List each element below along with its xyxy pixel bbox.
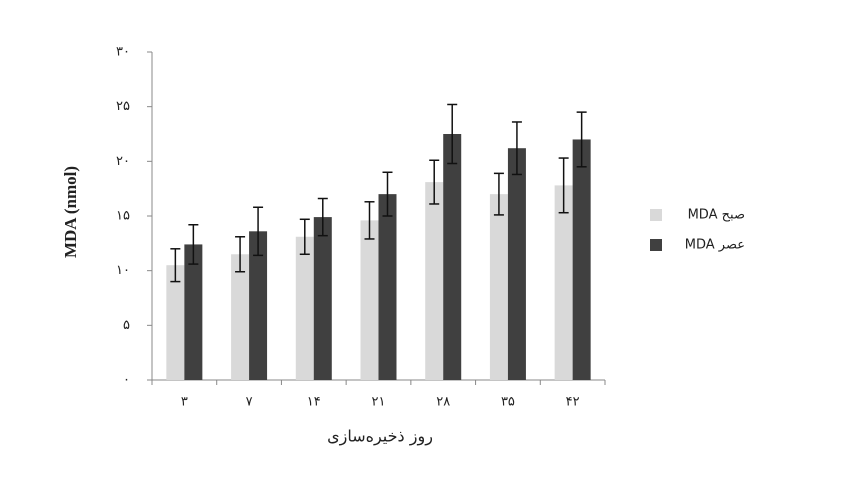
bar — [489, 194, 508, 380]
bar — [184, 244, 203, 380]
bar — [554, 185, 573, 380]
error-bar — [188, 223, 199, 265]
y-tick-label: ۲۰ — [116, 154, 130, 169]
y-tick-label: ۱۵ — [116, 209, 130, 224]
legend-label: صبح MDA — [688, 208, 745, 223]
bar — [572, 139, 591, 380]
x-axis-label: روز ذخیره‌سازی — [327, 427, 433, 447]
bar — [378, 194, 397, 380]
y-tick-label: ۳۰ — [116, 45, 130, 60]
y-tick-label: ۱۰ — [116, 263, 130, 278]
y-tick-label: ۲۵ — [116, 99, 130, 114]
error-bar — [235, 236, 246, 273]
x-tick-label: ۱۴ — [307, 395, 321, 410]
x-tick-label: ۳ — [181, 395, 188, 410]
error-bar — [558, 157, 569, 214]
legend-label: عصر MDA — [685, 238, 745, 253]
bar — [507, 148, 526, 380]
error-bar — [170, 248, 181, 283]
bar — [249, 231, 268, 380]
bar — [443, 134, 462, 380]
error-bar — [299, 218, 310, 256]
bar — [295, 236, 314, 380]
bar — [425, 182, 444, 380]
y-axis-label: MDA (nmol) — [61, 166, 80, 258]
error-bar — [493, 172, 504, 216]
error-bar — [382, 171, 393, 217]
x-tick-label: ۳۵ — [501, 395, 515, 410]
x-tick-label: ۲۸ — [436, 395, 450, 410]
bar — [166, 265, 185, 380]
y-tick-label: ۰ — [123, 373, 130, 388]
legend-swatch — [650, 209, 662, 221]
error-bar — [576, 111, 587, 168]
error-bar — [364, 201, 375, 240]
bar — [313, 217, 332, 380]
x-tick-label: ۲۱ — [372, 395, 386, 410]
error-bar — [317, 197, 328, 237]
error-bar — [511, 121, 522, 176]
bar — [231, 254, 250, 380]
error-bar — [447, 103, 458, 165]
error-bar — [253, 206, 264, 257]
x-tick-label: ۷ — [246, 395, 253, 410]
legend-swatch — [650, 239, 662, 251]
y-tick-label: ۵ — [123, 318, 130, 333]
x-tick-label: ۴۲ — [566, 395, 580, 410]
bar — [360, 220, 379, 380]
error-bar — [429, 159, 440, 205]
